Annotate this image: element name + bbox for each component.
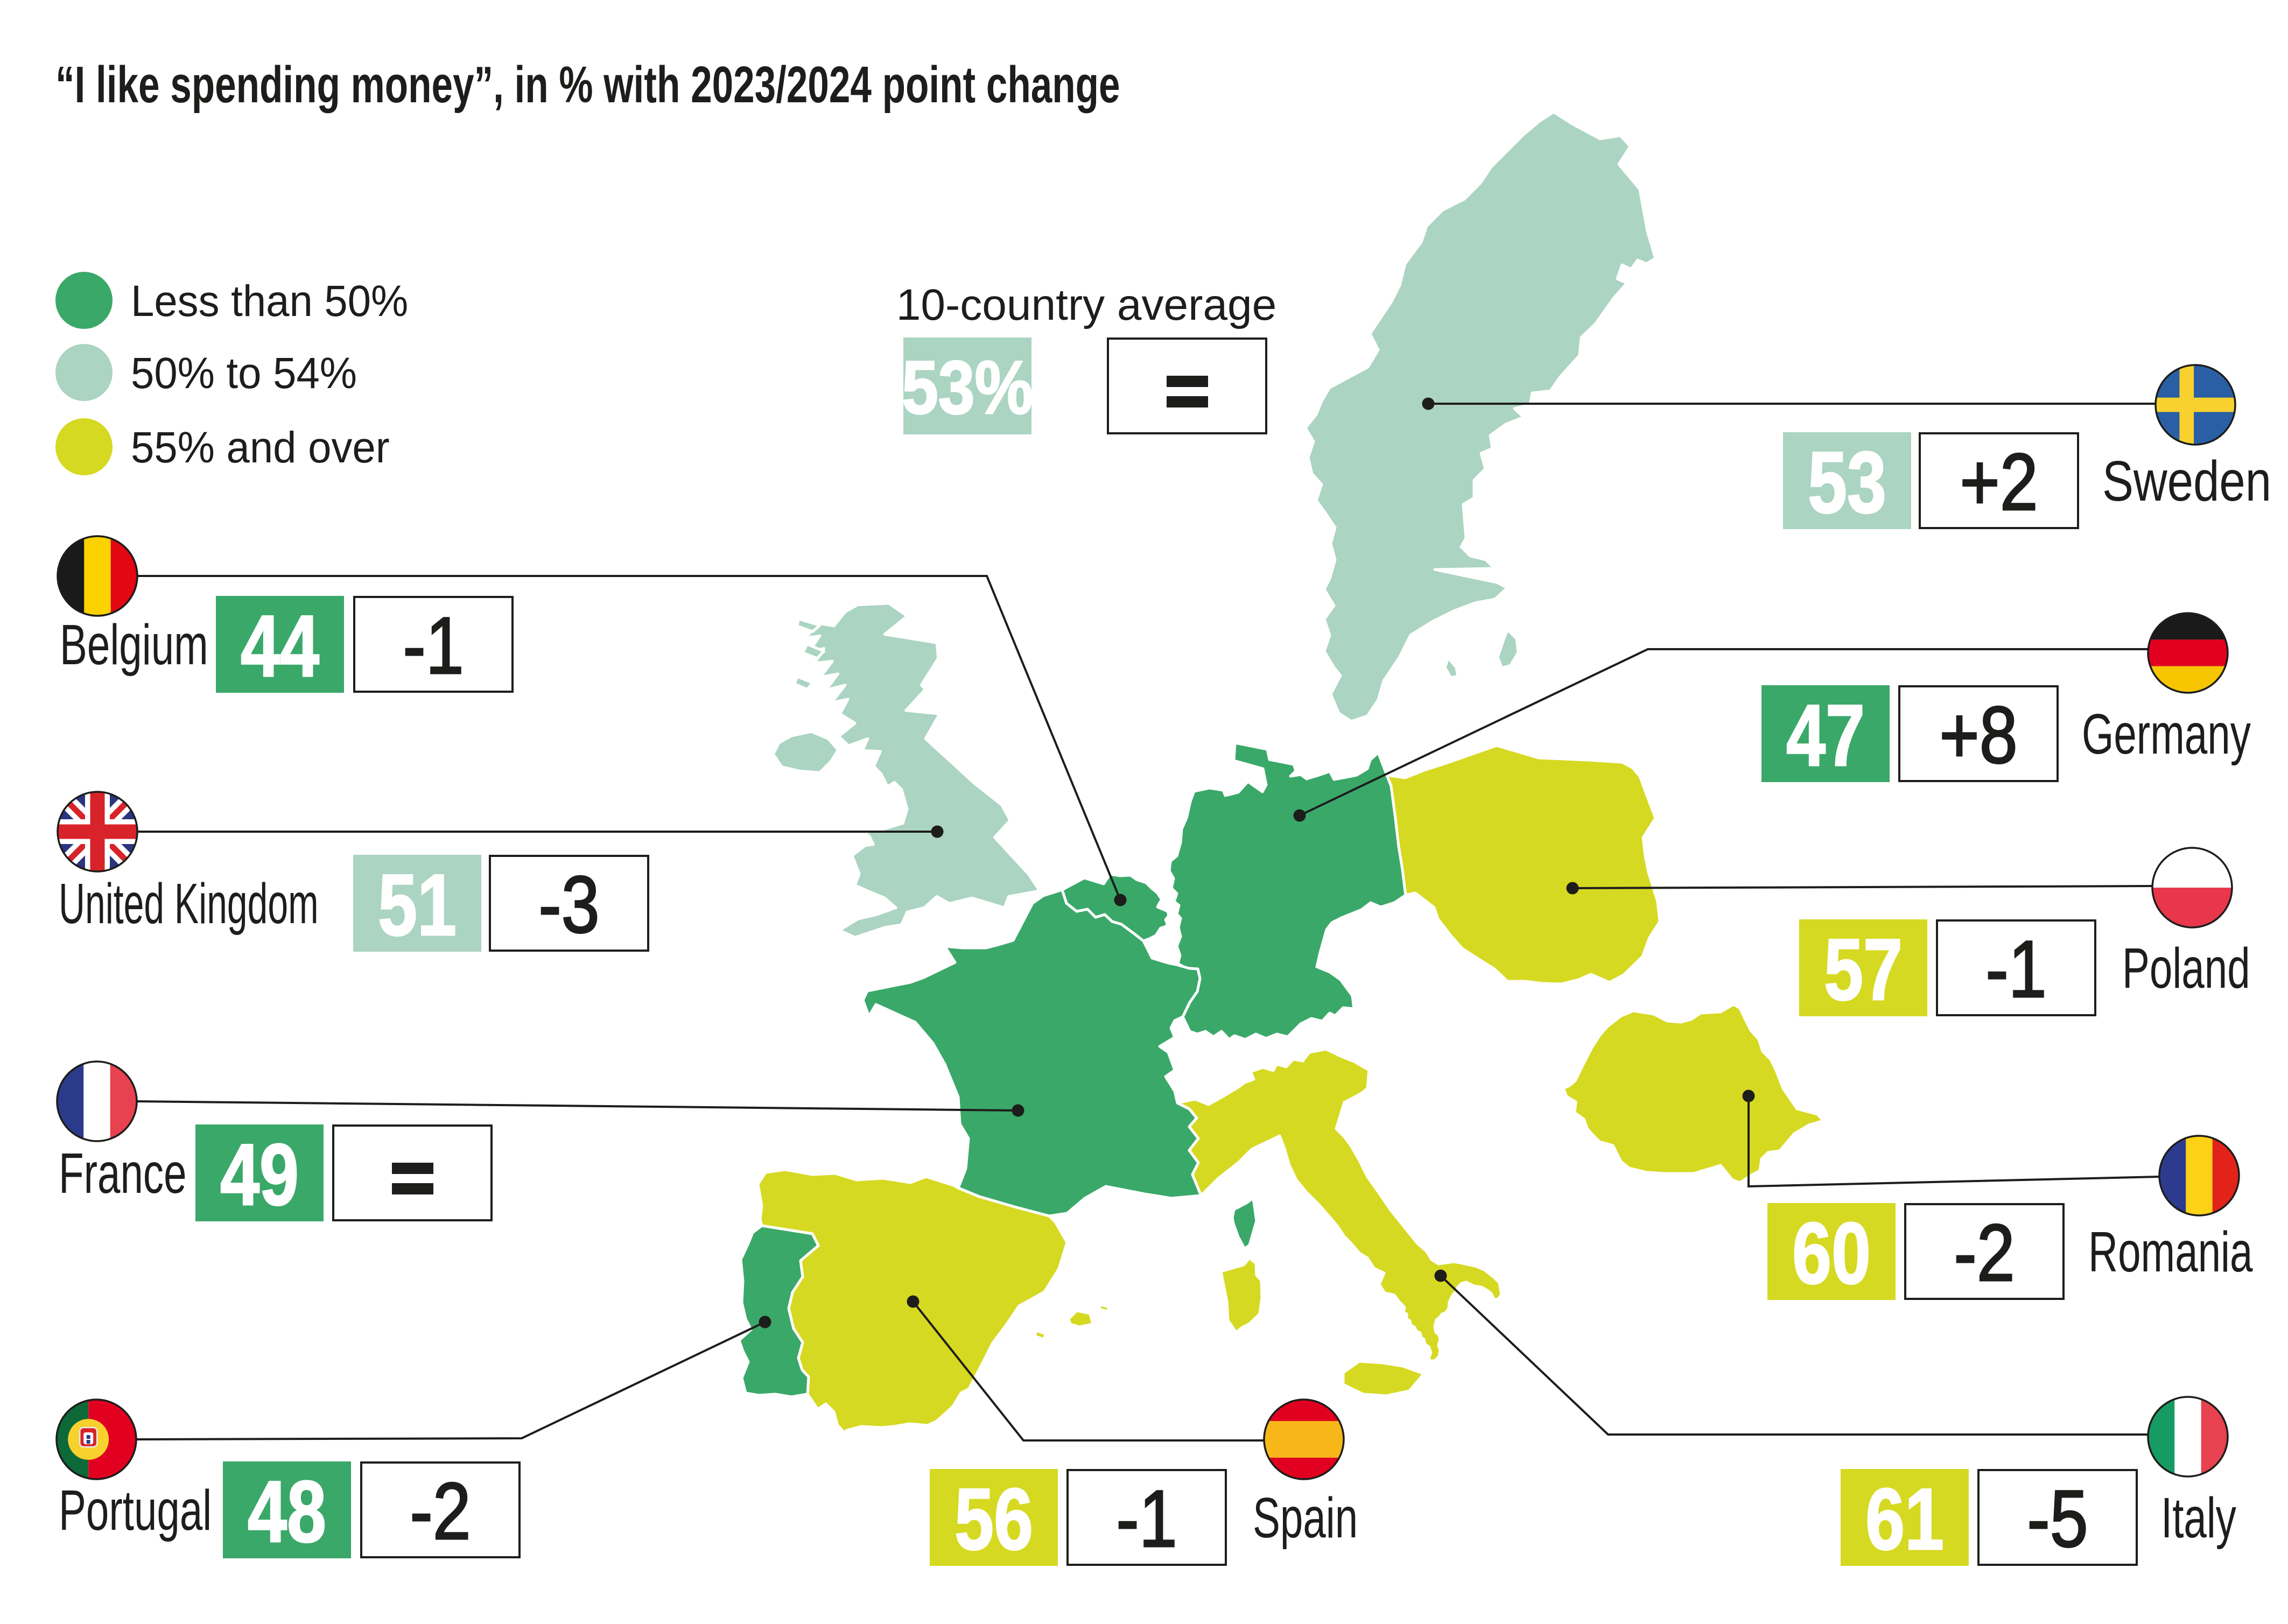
svg-text:Belgium: Belgium xyxy=(60,613,208,677)
svg-text:10-country average: 10-country average xyxy=(896,280,1277,329)
svg-text:Poland: Poland xyxy=(2122,936,2250,1000)
svg-text:55% and over: 55% and over xyxy=(131,423,390,472)
svg-text:53%: 53% xyxy=(902,345,1033,430)
svg-text:57: 57 xyxy=(1824,922,1903,1018)
svg-text:Sweden: Sweden xyxy=(2102,449,2271,513)
svg-text:49: 49 xyxy=(220,1127,299,1224)
svg-text:47: 47 xyxy=(1786,687,1865,784)
svg-text:Germany: Germany xyxy=(2082,702,2251,766)
svg-text:51: 51 xyxy=(378,857,457,954)
svg-text:-2: -2 xyxy=(410,1466,471,1556)
svg-text:-5: -5 xyxy=(2027,1474,2088,1564)
svg-text:-1: -1 xyxy=(403,601,464,691)
svg-text:60: 60 xyxy=(1792,1205,1871,1302)
svg-text:53: 53 xyxy=(1808,434,1886,531)
svg-text:United Kingdom: United Kingdom xyxy=(59,871,319,936)
svg-text:50% to 54%: 50% to 54% xyxy=(131,348,357,397)
svg-text:Italy: Italy xyxy=(2161,1486,2236,1550)
svg-text:-1: -1 xyxy=(1116,1474,1177,1564)
svg-text:-3: -3 xyxy=(538,860,599,950)
svg-text:56: 56 xyxy=(954,1471,1033,1568)
svg-text:Spain: Spain xyxy=(1253,1486,1358,1550)
svg-text:Less than 50%: Less than 50% xyxy=(131,276,408,325)
svg-text:Romania: Romania xyxy=(2088,1220,2253,1284)
svg-text:-2: -2 xyxy=(1954,1208,2015,1298)
svg-text:44: 44 xyxy=(241,598,319,695)
svg-text:61: 61 xyxy=(1865,1471,1944,1568)
svg-text:+8: +8 xyxy=(1939,690,2017,780)
svg-text:“I like spending money”, in %: “I like spending money”, in % with 2023/… xyxy=(55,56,1120,114)
svg-text:France: France xyxy=(59,1141,187,1205)
svg-text:-1: -1 xyxy=(1985,924,2046,1014)
svg-text:48: 48 xyxy=(248,1464,326,1560)
svg-text:+2: +2 xyxy=(1960,437,2038,527)
svg-text:Portugal: Portugal xyxy=(59,1478,212,1542)
